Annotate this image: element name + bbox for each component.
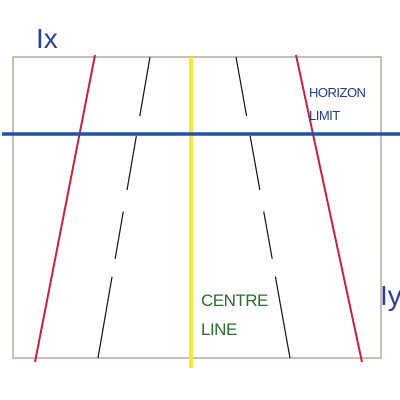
road-edge-right	[295, 54, 363, 363]
y-label: Iy	[380, 280, 400, 311]
frame	[12, 56, 382, 359]
x-label: Ix	[36, 23, 58, 54]
lane-divider-right	[235, 56, 291, 359]
road-edge-left	[34, 54, 96, 363]
centre-label: CENTRE	[201, 291, 268, 310]
horizon-label: LIMIT	[309, 108, 340, 123]
lane-divider-left	[97, 56, 151, 359]
horizon-label: HORIZON	[309, 85, 366, 100]
centre-label: LINE	[201, 320, 237, 339]
